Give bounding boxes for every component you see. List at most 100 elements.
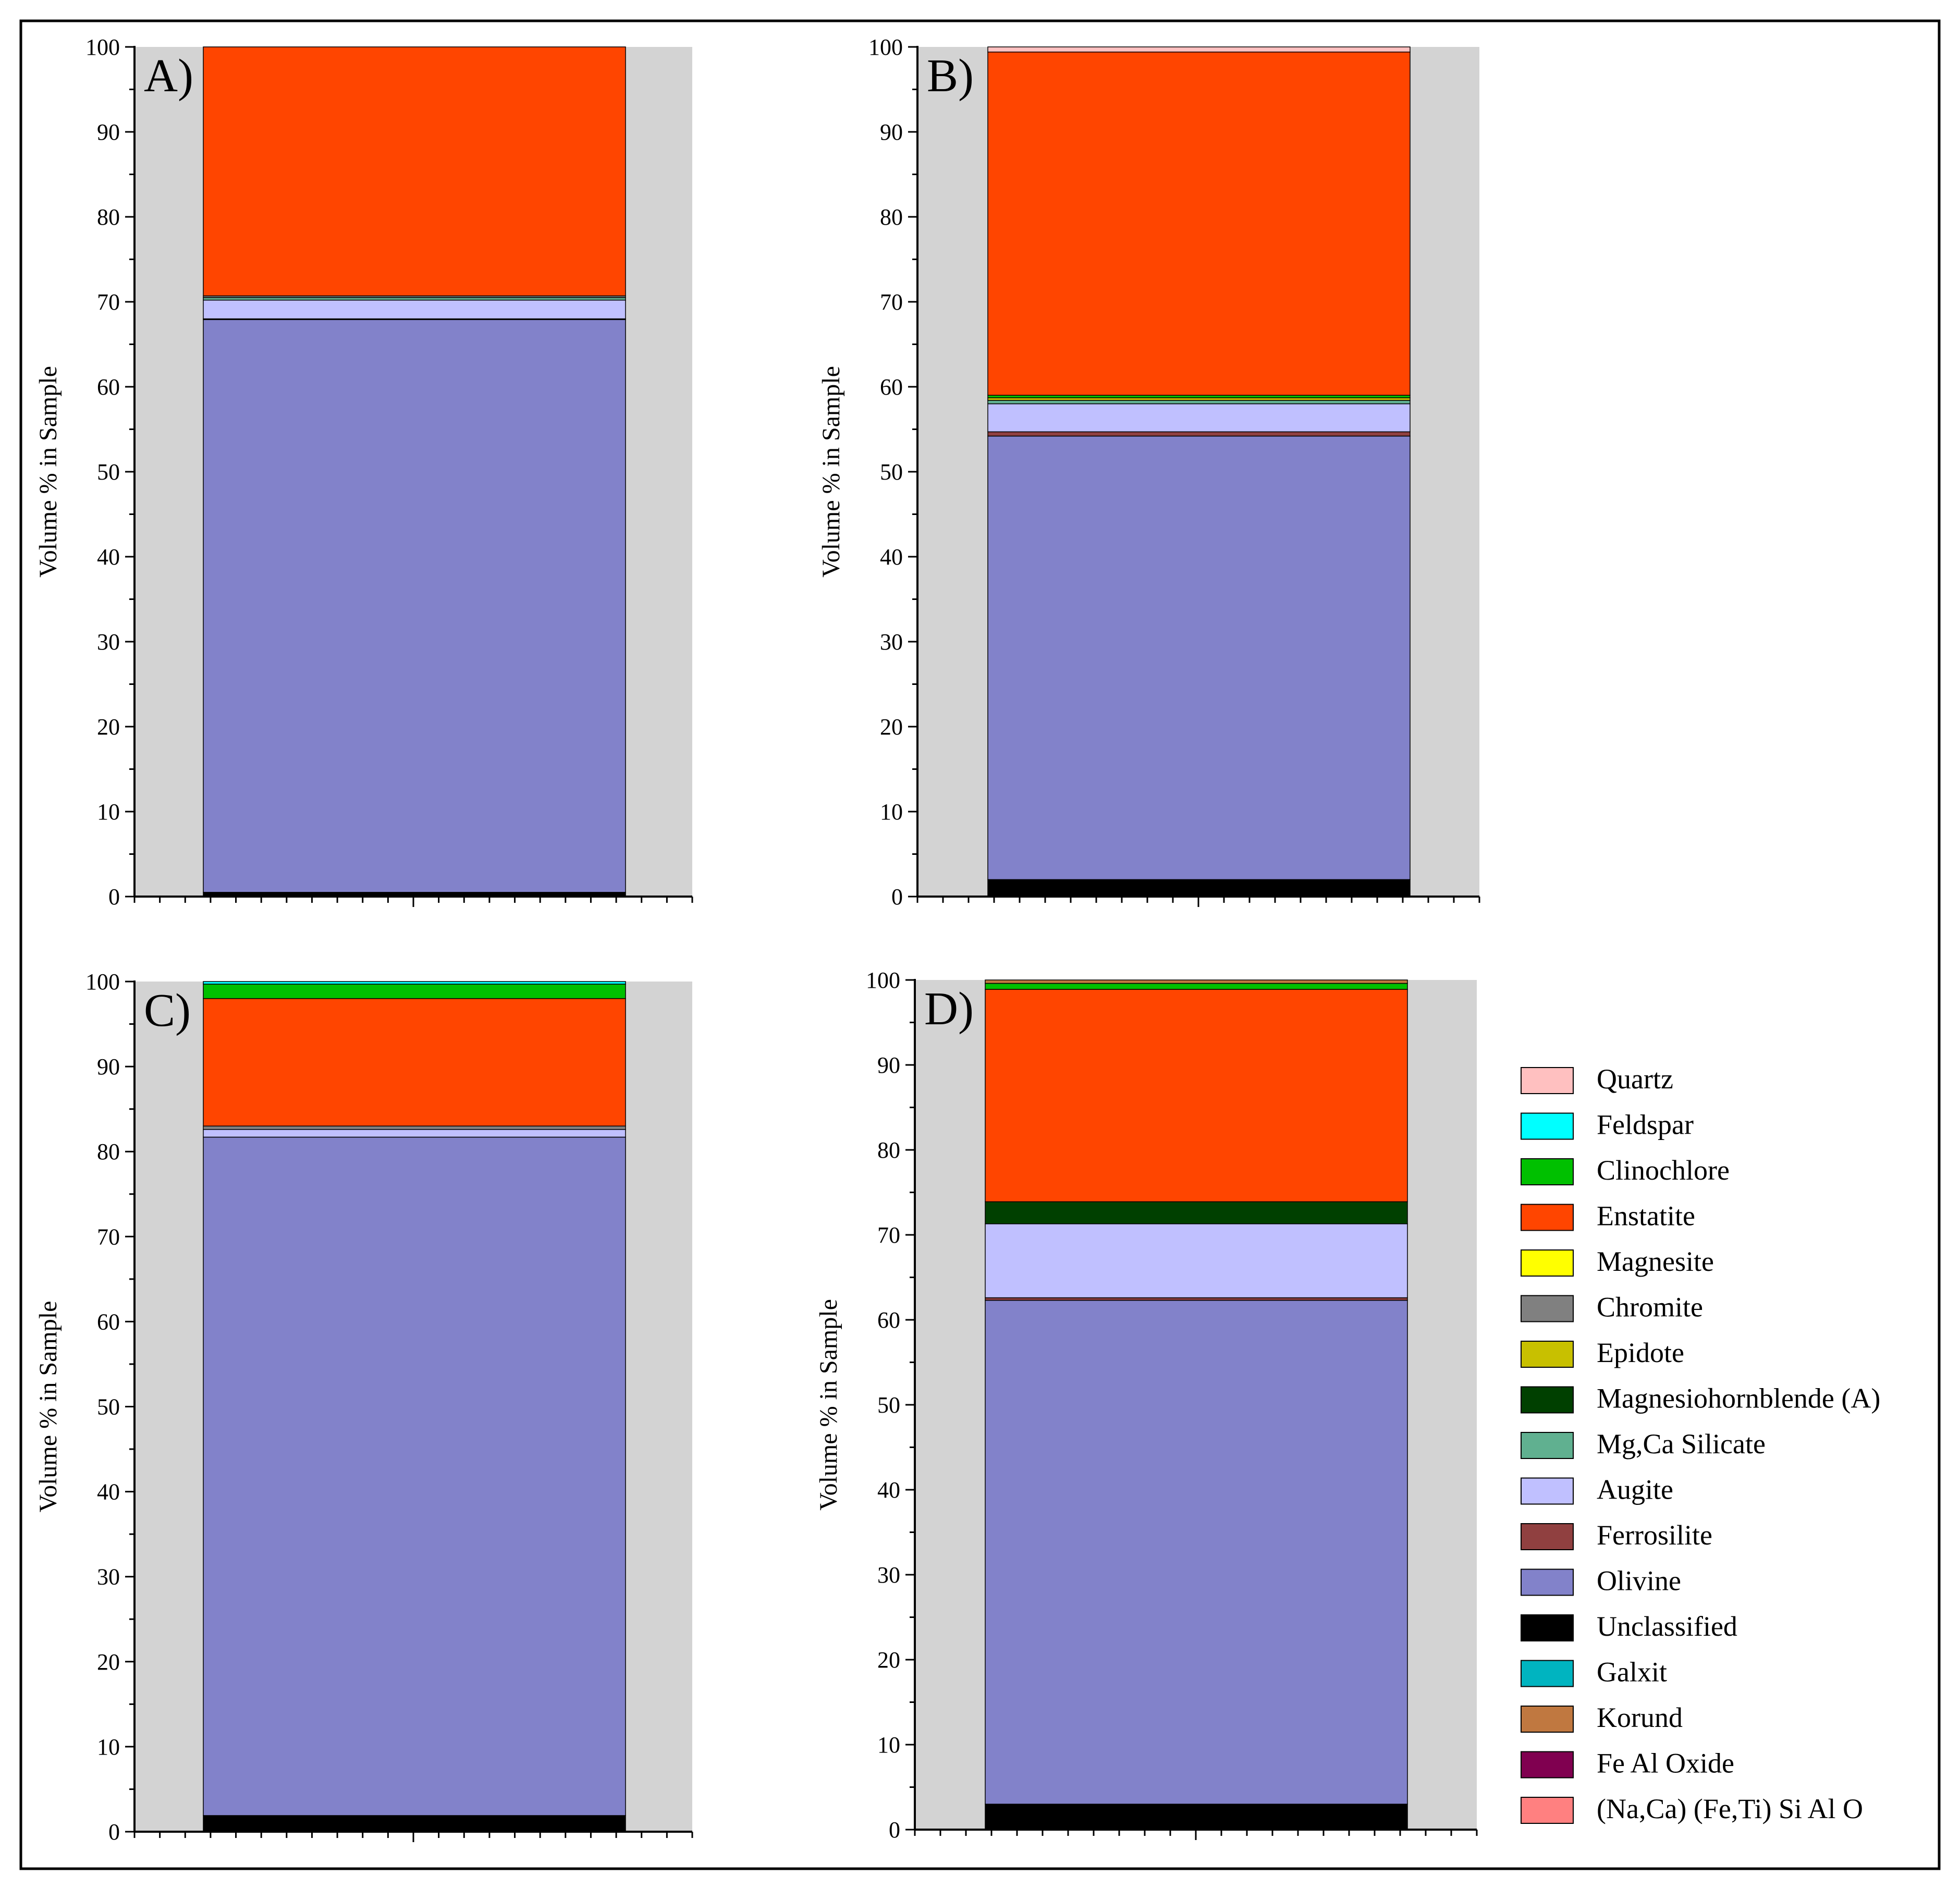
y-tick-label: 0: [108, 884, 120, 910]
legend-item-fe-al-oxide: Fe Al Oxide: [1521, 1748, 1734, 1779]
y-tick-label: 80: [880, 204, 903, 230]
y-tick-label: 100: [85, 969, 120, 995]
y-tick-label: 50: [880, 459, 903, 485]
bar-segment-quartz: [987, 46, 1411, 53]
legend-label: Feldspar: [1597, 1109, 1694, 1141]
bar-segment-augite: [985, 1223, 1408, 1298]
chart-panel-d: 0 10 20 30 40 50 60 70 80 90 100 Volume % in Sample…: [815, 967, 1478, 1843]
legend-label: Magnesiohornblende (A): [1597, 1383, 1880, 1414]
legend-label: Quartz: [1597, 1063, 1673, 1095]
bar-segment-olivine: [203, 1136, 626, 1816]
legend-label: Korund: [1597, 1702, 1683, 1733]
legend-item-unclassified: Unclassified: [1521, 1611, 1737, 1642]
y-tick-label: 70: [97, 289, 120, 315]
y-tick-label: 50: [877, 1392, 900, 1418]
bar-segment-clinochlore: [985, 983, 1408, 990]
bar-segment-chromite: [203, 1125, 626, 1130]
bar-segment-korund: [985, 979, 1408, 984]
bar-segment-enstatite: [985, 989, 1408, 1203]
legend-swatch: [1521, 1568, 1574, 1596]
y-tick-label: 30: [97, 629, 120, 655]
legend-swatch: [1521, 1386, 1574, 1414]
y-tick-label: 0: [891, 884, 903, 910]
bar-segment-unclassified: [987, 879, 1411, 897]
panel-letter: A): [144, 50, 193, 102]
y-tick-label: 30: [877, 1562, 900, 1588]
legend-item-korund: Korund: [1521, 1702, 1683, 1733]
y-tick-label: 0: [889, 1817, 900, 1843]
legend-item-magnesiohornblende-a: Magnesiohornblende (A): [1521, 1383, 1880, 1414]
bar-segment-augite: [987, 403, 1411, 433]
y-tick-label: 30: [97, 1564, 120, 1590]
chart-panel-c: 0 10 20 30 40 50 60 70 80 90 100 Volume % in Sample…: [34, 969, 693, 1845]
legend-label: Clinochlore: [1597, 1155, 1730, 1186]
legend-label: Magnesite: [1597, 1246, 1714, 1277]
bar-segment-olivine: [985, 1299, 1408, 1805]
bar-segment-enstatite: [203, 46, 626, 297]
bar-segment-olivine: [203, 319, 626, 893]
y-tick-label: 80: [97, 1139, 120, 1164]
legend-swatch: [1521, 1751, 1574, 1779]
panel-letter: D): [924, 983, 974, 1035]
y-tick-label: 70: [880, 289, 903, 315]
legend-item-olivine: Olivine: [1521, 1565, 1681, 1597]
legend-item-feldspar: Feldspar: [1521, 1109, 1694, 1141]
legend-label: Enstatite: [1597, 1200, 1695, 1232]
legend-label: Epidote: [1597, 1337, 1684, 1368]
legend-item-enstatite: Enstatite: [1521, 1200, 1695, 1232]
legend-label: Fe Al Oxide: [1597, 1748, 1734, 1779]
y-axis-title: Volume % in Sample: [34, 1301, 62, 1513]
bar-segment-augite: [203, 299, 626, 320]
legend-swatch: [1521, 1341, 1574, 1368]
y-axis-title: Volume % in Sample: [34, 366, 62, 578]
y-tick-label: 60: [880, 374, 903, 400]
y-tick-label: 40: [877, 1477, 900, 1503]
bar-segment-unclassified: [985, 1804, 1408, 1830]
y-axis-title: Volume % in Sample: [817, 366, 845, 578]
y-tick-label: 50: [97, 459, 120, 485]
y-tick-label: 90: [877, 1052, 900, 1078]
legend-swatch: [1521, 1614, 1574, 1641]
y-tick-label: 40: [97, 544, 120, 570]
bar-segment-mg-ca-silicate: [987, 400, 1411, 404]
legend-swatch: [1521, 1706, 1574, 1733]
y-tick-label: 80: [97, 204, 120, 230]
legend-label: Unclassified: [1597, 1611, 1737, 1642]
y-tick-label: 100: [868, 34, 903, 60]
legend-item-mg-ca-silicate: Mg,Ca Silicate: [1521, 1428, 1766, 1460]
y-tick-label: 20: [880, 714, 903, 740]
y-tick-label: 90: [97, 1054, 120, 1080]
legend-item-chromite: Chromite: [1521, 1292, 1703, 1323]
legend-swatch: [1521, 1112, 1574, 1140]
bar-segment-enstatite: [203, 998, 626, 1127]
bar-segment-enstatite: [987, 52, 1411, 396]
chart-panel-a: 0 10 20 30 40 50 60 70 80 90 100 Volume % in Sample…: [34, 34, 693, 910]
y-tick-label: 60: [877, 1307, 900, 1333]
bar-segment-augite: [203, 1129, 626, 1138]
chart-panel-b: 0 10 20 30 40 50 60 70 80 90 100 Volume % in Sample…: [817, 34, 1480, 910]
legend-swatch: [1521, 1204, 1574, 1231]
y-tick-label: 40: [97, 1479, 120, 1505]
legend-swatch: [1521, 1523, 1574, 1550]
y-tick-label: 70: [877, 1222, 900, 1248]
legend-item-clinochlore: Clinochlore: [1521, 1155, 1730, 1186]
legend-item-augite: Augite: [1521, 1474, 1673, 1505]
y-tick-label: 10: [877, 1732, 900, 1758]
legend-swatch: [1521, 1477, 1574, 1505]
bar-segment-clinochlore: [203, 984, 626, 999]
legend-swatch: [1521, 1158, 1574, 1185]
legend-item-epidote: Epidote: [1521, 1337, 1684, 1368]
legend-item-na-ca-fe-ti-si-al-o: (Na,Ca) (Fe,Ti) Si Al O: [1521, 1793, 1863, 1824]
legend-label: (Na,Ca) (Fe,Ti) Si Al O: [1597, 1793, 1863, 1824]
legend-item-galxit: Galxit: [1521, 1657, 1667, 1688]
legend-label: Chromite: [1597, 1292, 1703, 1323]
legend-label: Ferrosilite: [1597, 1519, 1712, 1551]
legend-label: Galxit: [1597, 1657, 1667, 1688]
y-tick-label: 40: [880, 544, 903, 570]
y-tick-label: 10: [880, 799, 903, 825]
legend-swatch: [1521, 1797, 1574, 1824]
legend-label: Mg,Ca Silicate: [1597, 1428, 1766, 1460]
bar-segment-olivine: [987, 435, 1411, 880]
panel-letter: C): [144, 985, 191, 1036]
